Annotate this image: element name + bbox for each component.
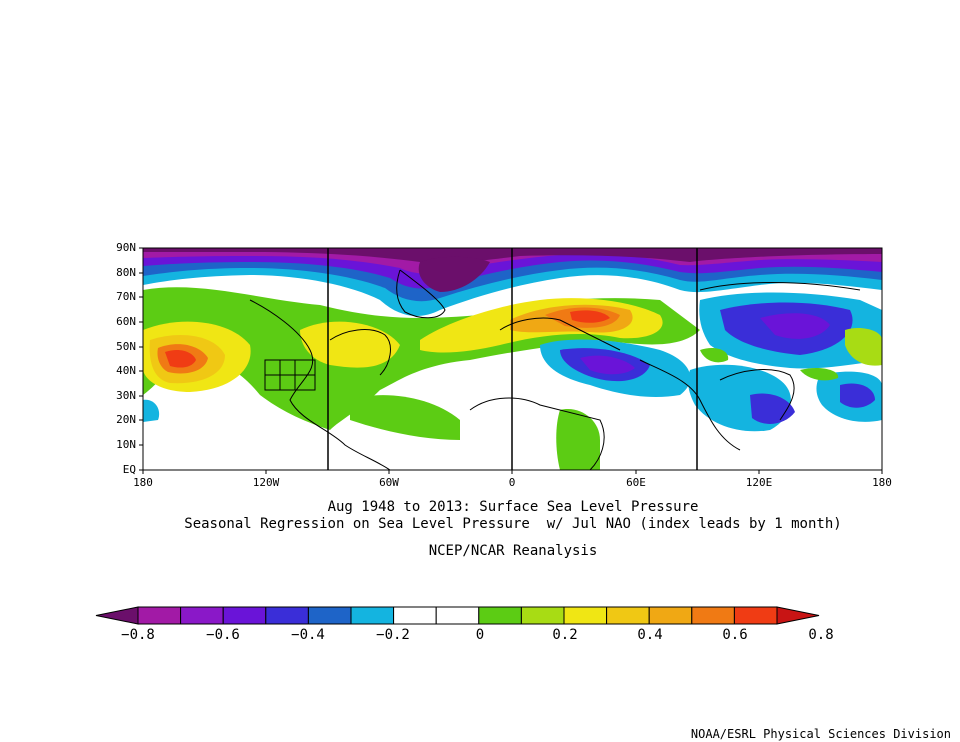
colorbar-box bbox=[393, 606, 437, 625]
lat-label: 30N bbox=[116, 389, 136, 402]
colorbar-box bbox=[265, 606, 309, 625]
title-line-2: Seasonal Regression on Sea Level Pressur… bbox=[184, 516, 842, 532]
colorbar bbox=[95, 606, 820, 625]
title-line-3: NCEP/NCAR Reanalysis bbox=[428, 543, 598, 559]
colorbar-label: 0.4 bbox=[637, 627, 663, 643]
lat-label: 40N bbox=[116, 364, 136, 377]
colorbar-box bbox=[435, 606, 480, 625]
colorbar-label: −0.4 bbox=[291, 627, 325, 643]
lon-label: 120W bbox=[252, 476, 280, 489]
colorbar-label: 0 bbox=[475, 627, 485, 643]
lat-label: 50N bbox=[116, 340, 136, 353]
colorbar-label: 0.8 bbox=[808, 627, 834, 643]
colorbar-box bbox=[606, 606, 650, 625]
colorbar-box bbox=[733, 606, 778, 625]
colorbar-box bbox=[478, 606, 522, 625]
lon-label: 60E bbox=[626, 476, 646, 489]
lat-label: 70N bbox=[116, 290, 136, 303]
colorbar-label: −0.6 bbox=[206, 627, 240, 643]
title-line-1: Aug 1948 to 2013: Surface Sea Level Pres… bbox=[327, 499, 699, 515]
credit-text: NOAA/ESRL Physical Sciences Division bbox=[690, 727, 951, 741]
colorbar-label: 0.6 bbox=[722, 627, 748, 643]
lat-label: EQ bbox=[122, 463, 136, 476]
colorbar-box bbox=[648, 606, 693, 625]
lon-label: 0 bbox=[508, 476, 516, 489]
lon-label: 180 bbox=[133, 476, 153, 489]
colorbar-box bbox=[222, 606, 267, 625]
colorbar-box bbox=[350, 606, 395, 625]
colorbar-box bbox=[563, 606, 608, 625]
colorbar-left-triangle bbox=[95, 606, 139, 625]
colorbar-box bbox=[520, 606, 565, 625]
lon-label: 180 bbox=[872, 476, 892, 489]
lon-label: 120E bbox=[745, 476, 773, 489]
colorbar-box bbox=[691, 606, 735, 625]
lat-label: 10N bbox=[116, 438, 136, 451]
colorbar-label: −0.2 bbox=[376, 627, 410, 643]
colorbar-box bbox=[137, 606, 182, 625]
colorbar-label: −0.8 bbox=[121, 627, 155, 643]
lon-label: 60W bbox=[379, 476, 399, 489]
lat-label: 80N bbox=[116, 266, 136, 279]
colorbar-box bbox=[180, 606, 224, 625]
lat-label: 20N bbox=[116, 413, 136, 426]
colorbar-box bbox=[307, 606, 352, 625]
lat-label: 90N bbox=[116, 241, 136, 254]
colorbar-label: 0.2 bbox=[552, 627, 578, 643]
lat-label: 60N bbox=[116, 315, 136, 328]
colorbar-right-triangle bbox=[776, 606, 820, 625]
